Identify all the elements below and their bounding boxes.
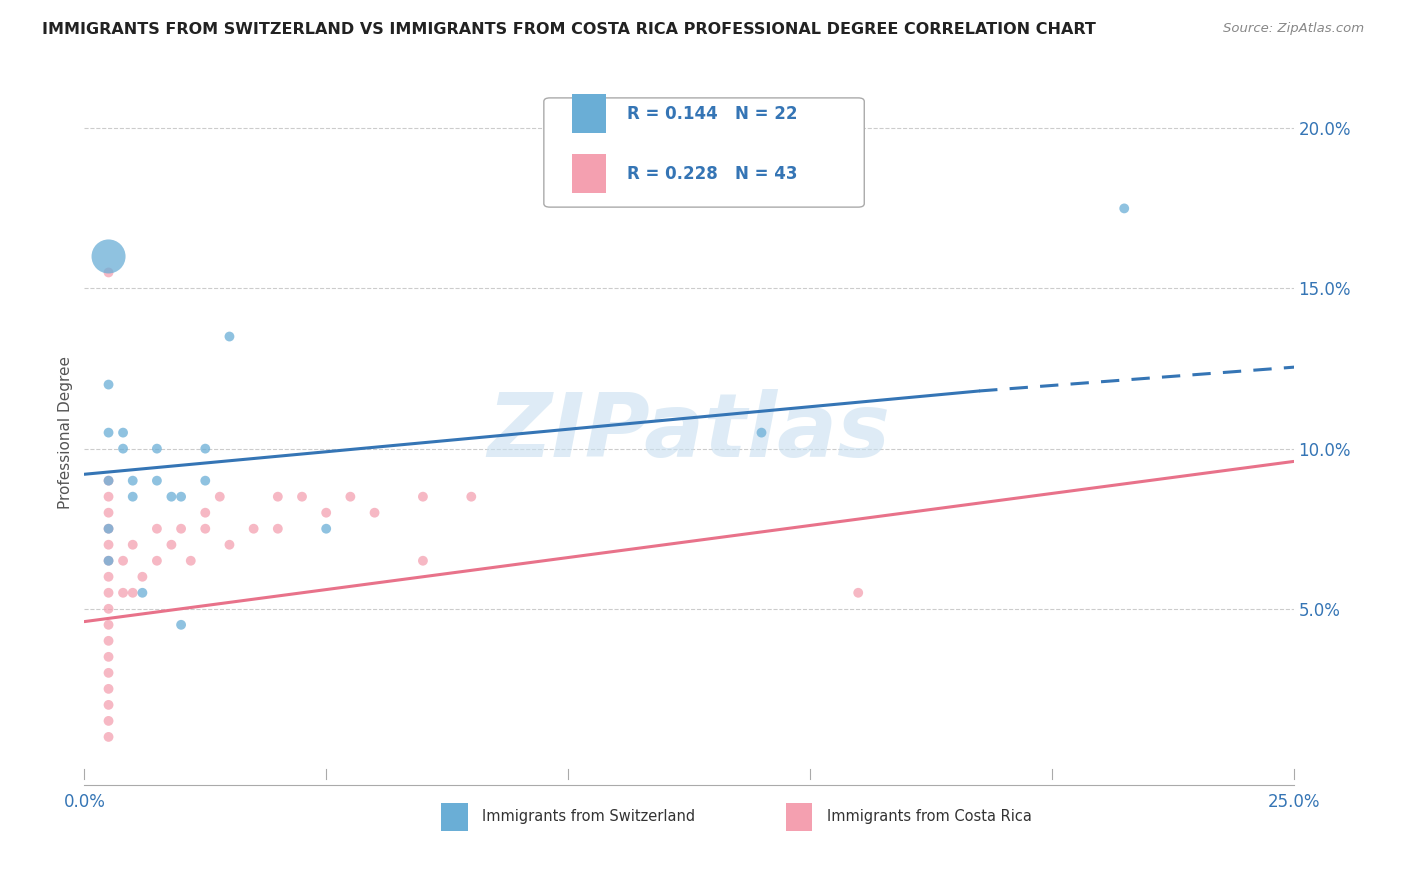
Text: 25.0%: 25.0% <box>1267 793 1320 812</box>
Text: Immigrants from Costa Rica: Immigrants from Costa Rica <box>827 809 1032 824</box>
Point <box>194 442 217 456</box>
Point <box>146 442 169 456</box>
Point <box>97 570 120 584</box>
Point <box>1114 202 1136 216</box>
Point <box>170 522 193 536</box>
Point <box>180 554 202 568</box>
Point <box>315 506 337 520</box>
Point <box>97 474 120 488</box>
Point <box>121 490 143 504</box>
Point <box>315 522 337 536</box>
Text: R = 0.144   N = 22: R = 0.144 N = 22 <box>627 104 797 123</box>
Point <box>97 377 120 392</box>
Point <box>160 538 183 552</box>
Point <box>97 633 120 648</box>
Point <box>208 490 231 504</box>
Point <box>160 490 183 504</box>
Point <box>194 506 217 520</box>
Point <box>97 522 120 536</box>
Point <box>97 601 120 615</box>
Point <box>97 698 120 712</box>
Point <box>170 490 193 504</box>
Point <box>267 522 290 536</box>
Point <box>267 490 290 504</box>
Point <box>146 554 169 568</box>
Point <box>97 681 120 696</box>
Point <box>97 538 120 552</box>
Point <box>131 570 153 584</box>
Point <box>97 554 120 568</box>
Point <box>112 554 135 568</box>
Point <box>97 554 120 568</box>
FancyBboxPatch shape <box>572 154 606 193</box>
Text: Immigrants from Switzerland: Immigrants from Switzerland <box>482 809 696 824</box>
Point <box>412 490 434 504</box>
Point <box>97 522 120 536</box>
FancyBboxPatch shape <box>786 803 813 830</box>
Point <box>97 425 120 440</box>
Point <box>112 442 135 456</box>
Point <box>97 730 120 744</box>
Point <box>121 586 143 600</box>
Text: ZIPatlas: ZIPatlas <box>488 389 890 476</box>
Point <box>170 617 193 632</box>
Point <box>363 506 385 520</box>
Text: IMMIGRANTS FROM SWITZERLAND VS IMMIGRANTS FROM COSTA RICA PROFESSIONAL DEGREE CO: IMMIGRANTS FROM SWITZERLAND VS IMMIGRANT… <box>42 22 1097 37</box>
FancyBboxPatch shape <box>544 98 865 207</box>
Point <box>97 617 120 632</box>
Y-axis label: Professional Degree: Professional Degree <box>58 356 73 509</box>
Text: 0.0%: 0.0% <box>63 793 105 812</box>
Point <box>339 490 361 504</box>
Point <box>194 522 217 536</box>
Point <box>97 490 120 504</box>
FancyBboxPatch shape <box>441 803 468 830</box>
Point <box>460 490 482 504</box>
Point <box>97 506 120 520</box>
Point <box>97 665 120 680</box>
Point <box>146 522 169 536</box>
Point <box>218 538 240 552</box>
Point <box>218 329 240 343</box>
Point <box>131 586 153 600</box>
Point <box>97 265 120 279</box>
Point <box>121 538 143 552</box>
Point <box>97 474 120 488</box>
Point <box>97 649 120 664</box>
Point <box>112 425 135 440</box>
Text: Source: ZipAtlas.com: Source: ZipAtlas.com <box>1223 22 1364 36</box>
Point <box>97 586 120 600</box>
Point <box>846 586 869 600</box>
Point <box>112 586 135 600</box>
Point <box>121 474 143 488</box>
Text: R = 0.228   N = 43: R = 0.228 N = 43 <box>627 165 797 183</box>
Point <box>291 490 314 504</box>
Point <box>412 554 434 568</box>
FancyBboxPatch shape <box>572 95 606 133</box>
Point <box>97 249 120 264</box>
Point <box>194 474 217 488</box>
Point <box>751 425 773 440</box>
Point <box>97 714 120 728</box>
Point <box>242 522 264 536</box>
Point <box>146 474 169 488</box>
